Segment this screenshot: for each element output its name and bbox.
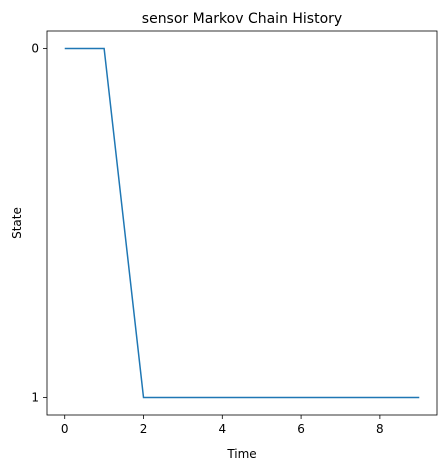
y-axis-label: State	[10, 207, 24, 239]
x-tick-label: 6	[297, 422, 305, 436]
plot-frame	[46, 30, 438, 416]
y-tick-label: 1	[31, 391, 39, 405]
data-line	[64, 47, 420, 399]
chart-title: sensor Markov Chain History	[142, 11, 342, 27]
x-tick-label: 4	[218, 422, 226, 436]
y-tick-label: 0	[31, 41, 39, 55]
x-tick-label: 2	[140, 422, 148, 436]
x-axis-label: Time	[226, 447, 256, 461]
x-tick-label: 0	[61, 422, 69, 436]
x-tick-label: 8	[376, 422, 384, 436]
